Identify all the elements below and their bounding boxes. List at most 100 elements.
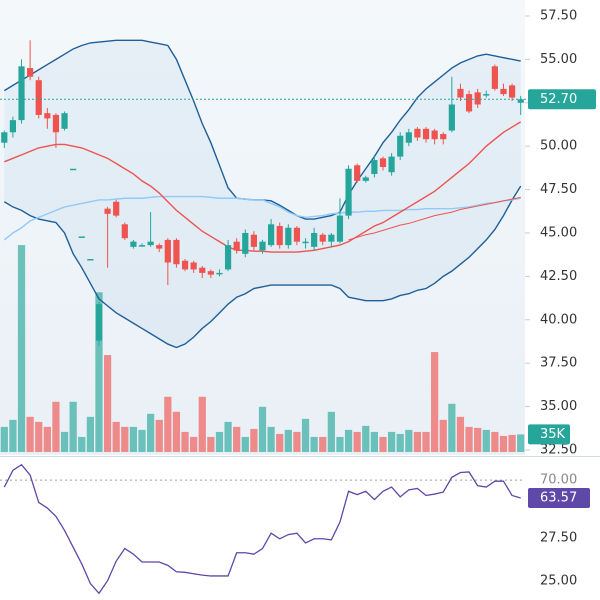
candle-body (448, 104, 455, 131)
candle-body (319, 234, 326, 242)
y-tick-label: 50.00 (540, 139, 577, 154)
volume-tag (528, 424, 570, 445)
volume-bar (336, 436, 344, 452)
volume-bar (517, 434, 525, 452)
volume-bar (456, 416, 465, 452)
candle-body (233, 241, 240, 251)
volume-bar (233, 426, 241, 452)
volume-bar (69, 401, 77, 452)
volume-bar (0, 426, 8, 452)
volume-bar (491, 431, 499, 452)
volume-bar (293, 431, 301, 452)
candle-body (113, 201, 120, 216)
rsi-panel (0, 458, 525, 600)
volume-bar (147, 413, 155, 452)
candle-body (224, 245, 232, 270)
volume-bar (224, 421, 232, 452)
candle-body (268, 224, 275, 246)
candle-body (465, 94, 473, 112)
candle-body (199, 267, 206, 273)
volume-bar (52, 401, 60, 452)
candle-body (483, 94, 490, 96)
volume-bar (241, 436, 249, 452)
volume-bar (327, 411, 335, 452)
y-tick-label: 35.00 (540, 399, 577, 414)
volume-bar (121, 426, 129, 452)
indicator-line (3, 195, 521, 241)
candle-body (1, 132, 8, 143)
candle-body (276, 226, 283, 246)
volume-bar (172, 411, 181, 452)
candle-body (130, 241, 137, 247)
indicator-line (3, 185, 522, 349)
volume-bar (60, 431, 69, 452)
candle-body (302, 241, 309, 244)
volume-bar (370, 431, 378, 452)
volume-bar (465, 426, 473, 452)
volume-bar (103, 355, 112, 452)
candle-body (27, 68, 34, 77)
volume-bar (26, 416, 34, 452)
indicator-line (348, 196, 521, 241)
candle-body (18, 66, 25, 121)
candle-body (379, 158, 387, 168)
rsi-axis-label: 27.50 (540, 531, 577, 546)
candle-body (9, 120, 17, 133)
volume-bar (17, 245, 26, 452)
volume-bar (344, 429, 353, 452)
volume-bar (379, 436, 387, 452)
volume-bar (190, 436, 198, 452)
candle-body (35, 80, 42, 115)
volume-bar (439, 419, 447, 452)
y-tick-label: 57.50 (540, 8, 577, 23)
y-tick-label: 40.00 (540, 312, 577, 327)
volume-bar (9, 419, 17, 452)
y-tick-label: 47.50 (540, 182, 577, 197)
candle-body (388, 156, 395, 173)
volume-bar (35, 421, 43, 452)
volume-bar (310, 436, 318, 452)
candle-body (397, 135, 404, 157)
candle-body (474, 92, 481, 105)
rsi-axis-label: 25.00 (540, 574, 577, 589)
rsi-line (3, 463, 521, 595)
y-tick-label: 45.00 (540, 225, 577, 240)
candle-body (216, 272, 223, 275)
volume-bar (474, 427, 482, 452)
volume-bar (95, 292, 103, 452)
candle-body (87, 259, 94, 261)
candle-body (121, 224, 128, 239)
candle-body (259, 241, 266, 251)
volume-bar (353, 431, 361, 452)
candle-body (414, 128, 421, 138)
candle-body (44, 113, 51, 119)
volume-bar (267, 426, 275, 452)
band-fill (4, 40, 521, 348)
volume-bar (284, 429, 292, 452)
volume-bar (138, 429, 146, 452)
candle-body (508, 85, 516, 98)
candle-body (70, 168, 77, 171)
rsi-value-label: 63.57 (540, 491, 577, 506)
candle-body (242, 232, 249, 254)
candle-body (500, 88, 507, 95)
volume-bar (276, 433, 284, 452)
candle-body (207, 271, 214, 275)
volume-bar (387, 431, 396, 452)
candle-body (164, 239, 171, 263)
rsi-tag (528, 488, 590, 509)
volume-bar (482, 429, 490, 452)
candle-body (147, 241, 154, 246)
y-tick-label: 37.50 (540, 356, 577, 371)
volume-bar (448, 403, 456, 452)
volume-bar (431, 352, 439, 452)
candle-body (285, 227, 292, 246)
volume-bar (405, 429, 413, 452)
last-price-label: 52.70 (540, 92, 577, 107)
candle-body (517, 99, 524, 103)
volume-bar (43, 426, 51, 452)
volume-bar (207, 436, 215, 452)
candle-body (78, 236, 85, 238)
